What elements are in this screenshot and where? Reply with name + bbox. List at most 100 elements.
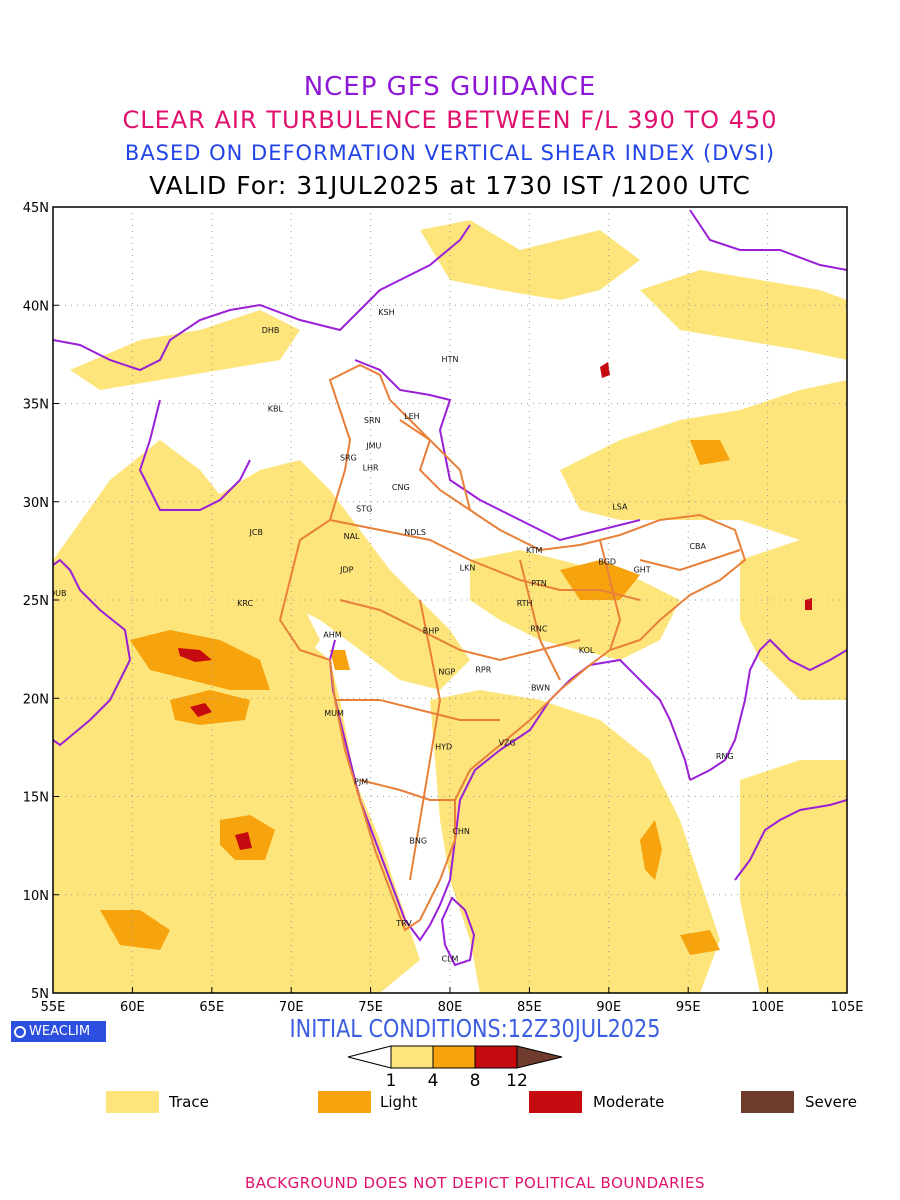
legend-item-light: Light <box>318 1091 498 1113</box>
scale-segment <box>432 1045 476 1069</box>
scale-arrow-low <box>347 1045 392 1069</box>
moderate-area-5 <box>805 598 812 610</box>
trace-areas <box>53 220 847 993</box>
trace-area-central-asia <box>70 310 300 390</box>
station-label-ptn: PTN <box>531 579 547 588</box>
weaclim-logo: WEACLIM <box>11 1021 106 1042</box>
lon-tick-label: 80E <box>438 1000 463 1015</box>
station-label-jcb: JCB <box>249 528 263 537</box>
moderate-area-1 <box>178 648 212 662</box>
station-label-stg: STG <box>356 505 372 514</box>
valid-time: VALID For: 31JUL2025 at 1730 IST /1200 U… <box>149 171 751 200</box>
lon-tick-label: 85E <box>517 1000 542 1015</box>
station-label-dub: DUB <box>49 589 67 598</box>
region-outlines <box>278 363 747 932</box>
legend-item-moderate: Moderate <box>529 1091 709 1113</box>
lat-tick-label: 30N <box>23 496 49 511</box>
outline-states-5 <box>399 419 471 511</box>
scale-segment <box>390 1045 434 1069</box>
lon-tick-label: 70E <box>279 1000 304 1015</box>
legend-label-trace: Trace <box>169 1093 209 1111</box>
coastline-afghan <box>138 399 251 511</box>
scale-segment <box>474 1045 518 1069</box>
lon-tick-label: 60E <box>120 1000 145 1015</box>
station-label-chn: CHN <box>452 827 470 836</box>
legend-label-moderate: Moderate <box>593 1093 665 1111</box>
lat-tick-label: 15N <box>23 791 49 806</box>
weaclim-label: WEACLIM <box>29 1024 91 1039</box>
station-label-rng: RNG <box>716 752 734 761</box>
station-label-rth: RTH <box>517 599 533 608</box>
moderate-area-3 <box>235 832 252 850</box>
station-label-bng: BNG <box>409 837 427 846</box>
station-label-pjm: PJM <box>354 778 368 787</box>
scale-value-label: 12 <box>506 1071 528 1091</box>
station-label-bhp: BHP <box>423 626 440 635</box>
station-label-ahm: AHM <box>323 630 341 639</box>
lon-tick-label: 90E <box>596 1000 621 1015</box>
station-label-ngp: NGP <box>438 668 455 677</box>
moderate-area-2 <box>190 703 212 717</box>
lat-tick-label: 45N <box>23 201 49 216</box>
station-labels: KSH DHB HTN KBL SRN LEH JMU SRG LHR CNG STG JCB NAL N… <box>49 308 734 963</box>
light-area-bay <box>640 820 662 880</box>
station-label-srg: SRG <box>340 453 357 462</box>
lat-tick-label: 40N <box>23 299 49 314</box>
station-label-vzg: VZG <box>499 738 516 747</box>
station-label-htn: HTN <box>442 355 459 364</box>
coastline-north-east <box>689 209 847 271</box>
lon-tick-label: 95E <box>676 1000 701 1015</box>
scale-value-label: 4 <box>428 1071 439 1091</box>
station-label-ndls: NDLS <box>404 528 426 537</box>
outline-states-9 <box>639 549 741 572</box>
light-area-arabian-4 <box>100 910 170 950</box>
lat-tick-label: 25N <box>23 594 49 609</box>
light-area-east-sea <box>680 930 720 955</box>
logo-circle-icon <box>14 1026 26 1038</box>
chart-subtitle-turbulence: CLEAR AIR TURBULENCE BETWEEN F/L 390 TO … <box>122 106 778 134</box>
lat-tick-label: 10N <box>23 889 49 904</box>
legend-item-trace: Trace <box>106 1091 286 1113</box>
trace-area-south-east <box>740 760 847 993</box>
outline-states-6 <box>409 599 442 881</box>
outline-states-3 <box>335 699 500 721</box>
chart-subtitle-index: BASED ON DEFORMATION VERTICAL SHEAR INDE… <box>124 141 776 165</box>
trace-area-bay <box>430 690 720 993</box>
coastline-west <box>53 558 132 747</box>
trace-area-arabian-sea <box>53 590 420 993</box>
lat-tick-label: 20N <box>23 692 49 707</box>
coastline-south-east <box>734 799 847 881</box>
station-label-cng: CNG <box>392 483 410 492</box>
station-label-rnc: RNC <box>530 624 548 633</box>
legend-swatch-trace <box>106 1091 159 1113</box>
legend-item-severe: Severe <box>741 1091 891 1113</box>
lon-tick-label: 75E <box>358 1000 383 1015</box>
station-label-jdp: JDP <box>339 565 354 574</box>
station-label-ktm: KTM <box>526 546 543 555</box>
lon-tick-label: 100E <box>751 1000 784 1015</box>
outline-states-7 <box>519 559 561 681</box>
outline-states-1 <box>329 519 641 601</box>
station-label-trv: TRV <box>395 919 412 928</box>
trace-area-north <box>420 220 640 300</box>
lat-tick-label: 35N <box>23 398 49 413</box>
light-area-north-india <box>330 650 350 670</box>
lat-tick-label: 5N <box>31 987 49 1002</box>
station-label-kbl: KBL <box>268 404 284 413</box>
station-label-bwn: BWN <box>531 683 550 692</box>
station-label-dhb: DHB <box>262 326 280 335</box>
lat-lon-grid <box>53 207 847 993</box>
initial-conditions: INITIAL CONDITIONS:12Z30JUL2025 <box>289 1014 661 1043</box>
lon-tick-label: 55E <box>41 1000 66 1015</box>
station-label-lsa: LSA <box>612 503 628 512</box>
moderate-areas <box>178 362 812 850</box>
map-axes: 55E 60E 65E 70E 75E 80E 85E 90E 95E 100E 105E 45N 40… <box>23 201 864 1015</box>
light-area-arabian-2 <box>170 690 250 725</box>
station-label-ght: GHT <box>634 565 651 574</box>
station-label-lkn: LKN <box>460 564 476 573</box>
station-label-hyd: HYD <box>435 742 452 751</box>
station-label-jmu: JMU <box>365 442 381 451</box>
disclaimer-footer: BACKGROUND DOES NOT DEPICT POLITICAL BOU… <box>245 1174 705 1192</box>
